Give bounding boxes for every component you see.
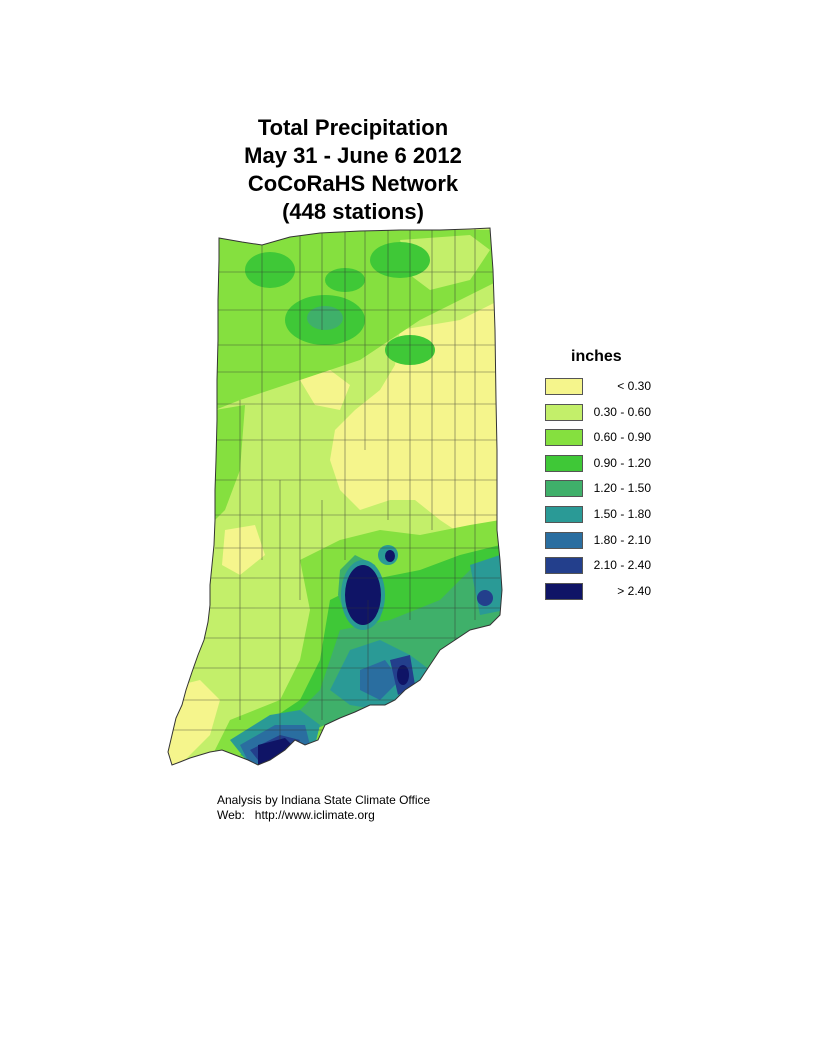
legend-swatch [545,403,583,421]
legend-label: 1.80 - 2.10 [593,532,651,547]
contour-0-90-1-20-c [370,242,430,278]
indiana-outline [167,227,503,766]
legend-item: < 0.30 [545,372,665,398]
precip-contours [168,228,502,765]
title-line-1: Total Precipitation [257,115,449,140]
legend-item: 0.60 - 0.90 [545,423,665,449]
legend-swatch [545,505,583,523]
legend-label: 1.50 - 1.80 [593,506,651,521]
legend-label: 0.60 - 0.90 [593,430,651,445]
legend-item: 1.20 - 1.50 [545,474,665,500]
legend-swatch [545,531,583,549]
contour-2-10-2-40-east [477,590,493,606]
map-title: Total Precipitation May 31 - June 6 2012… [208,114,498,226]
legend-swatch [545,480,583,498]
legend-item: 0.30 - 0.60 [545,398,665,424]
legend-label: < 0.30 [617,379,651,393]
contour-lt-0-30-east [330,300,500,560]
contour-lt-0-30-central [300,370,350,410]
contour-0-60-0-90-west [215,405,245,520]
title-line-3: CoCoRaHS Network [247,171,459,196]
legend-swatch [545,582,583,600]
legend-item: 1.80 - 2.10 [545,526,665,552]
county-boundaries [172,229,500,740]
legend-item: 1.50 - 1.80 [545,500,665,526]
legend-label: 1.20 - 1.50 [593,481,651,496]
credit-web: Web: http://www.iclimate.org [217,808,375,822]
legend-swatch [545,454,583,472]
contour-lt-0-30-west [222,525,265,575]
contour-gt-2-40-center [345,565,381,625]
legend-swatch [545,429,583,447]
contour-1-20-1-50-a [307,306,343,330]
legend-item: 0.90 - 1.20 [545,449,665,475]
contour-gt-2-40-se [397,665,409,685]
legend-label: > 2.40 [617,583,651,598]
legend-label: 0.30 - 0.60 [593,404,651,419]
contour-gt-2-40-southwest [258,738,295,765]
title-line-2: May 31 - June 6 2012 [244,143,462,168]
legend-item: 2.10 - 2.40 [545,551,665,577]
contour-1-80-2-10-b [360,660,400,700]
legend-item: > 2.40 [545,577,665,603]
legend-label: 0.90 - 1.20 [593,455,651,470]
credit-block: Analysis by Indiana State Climate Office… [217,793,430,823]
legend: inches < 0.30 0.30 - 0.60 0.60 - 0.90 0.… [545,346,665,602]
title-line-4: (448 stations) [282,199,424,224]
legend-label: 2.10 - 2.40 [593,558,651,573]
contour-gt-2-40-dot [385,550,395,562]
contour-0-90-1-20-b [245,252,295,288]
credit-analysis: Analysis by Indiana State Climate Office [217,793,431,807]
legend-swatch [545,378,583,395]
legend-title: inches [571,348,622,365]
legend-swatch [545,557,583,575]
